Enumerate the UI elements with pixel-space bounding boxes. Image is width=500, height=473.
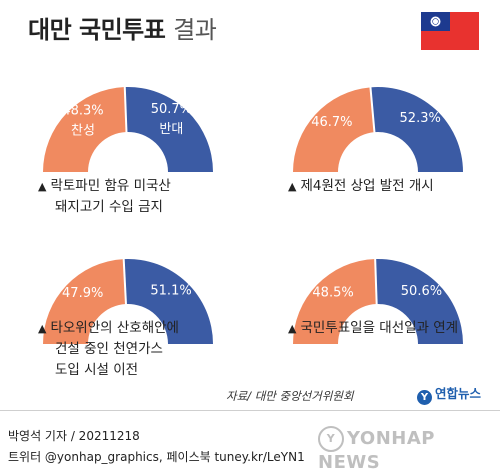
slice-oppose (124, 87, 214, 172)
slice-approve (43, 87, 127, 172)
value-label-approve: 48.3% (62, 104, 103, 119)
caption-1-line-2: 돼지고기 수입 금지 (55, 199, 163, 215)
slice-oppose (370, 87, 463, 172)
chart-panel-3: 47.9% 51.1% ▲ 타오위안의 산호해안에 건설 중인 천연가스 도입 시설… (0, 232, 250, 397)
value-label-oppose: 51.1% (150, 284, 191, 299)
caption-3: ▲ 타오위안의 산호해안에 건설 중인 천연가스 도입 시설 이전 (38, 318, 179, 381)
caption-1-line-1: ▲ 락토파민 함유 미국산 (38, 176, 171, 197)
slice-divider (369, 86, 376, 134)
chart-panel-2: 46.7% 52.3% ▲ 제4원전 상업 발전 개시 (250, 60, 500, 225)
caption-3-line-1: ▲ 타오위안의 산호해안에 (38, 318, 179, 339)
value-label-approve: 48.5% (312, 286, 353, 301)
half-donut-2: 46.7% 52.3% (293, 86, 463, 172)
caption-2-line-1: ▲ 제4원전 상업 발전 개시 (288, 176, 434, 197)
slice-divider (374, 258, 378, 306)
slice-divider (122, 258, 128, 306)
caption-1-line-1-text: 락토파민 함유 미국산 (50, 178, 171, 194)
triangle-icon: ▲ (38, 180, 47, 193)
slice-approve (293, 259, 377, 344)
slice-oppose (123, 259, 213, 344)
value-label-oppose: 50.7% (151, 102, 192, 117)
half-donut-4: 48.5% 50.6% (293, 258, 463, 344)
slice-approve (293, 87, 375, 172)
value-label-approve: 46.7% (311, 115, 352, 130)
reporter-credit: 박영석 기자 / 20211218 (8, 429, 140, 443)
triangle-icon: ▲ (288, 180, 297, 193)
caption-4-line-1: ▲ 국민투표일을 대선일과 연계 (288, 318, 458, 339)
caption-4: ▲ 국민투표일을 대선일과 연계 (288, 318, 458, 339)
category-label-oppose: 반대 (159, 122, 183, 137)
watermark: Y YONHAP NEWS (318, 426, 500, 473)
half-donut-3: 47.9% 51.1% (43, 258, 213, 344)
caption-4-line-1-text: 국민투표일을 대선일과 연계 (300, 320, 459, 336)
taiwan-flag-icon (421, 12, 479, 50)
sns-links: 트위터 @yonhap_graphics, 페이스북 tuney.kr/LeYN… (8, 450, 305, 464)
triangle-icon: ▲ (38, 322, 47, 335)
title-sub: 결과 (173, 16, 217, 44)
brand-name: 연합뉴스 (435, 386, 482, 401)
slice-approve (43, 259, 126, 344)
chart-panel-1: 48.3% 찬성 50.7% 반대 ▲ 락토파민 함유 미국산 돼지고기 수입 금지 (0, 60, 250, 225)
title-main: 대만 국민투표 (28, 16, 166, 44)
caption-2: ▲ 제4원전 상업 발전 개시 (288, 176, 434, 197)
yonhap-watermark-icon: Y (318, 426, 344, 452)
yonhap-logo-icon: Y (417, 390, 432, 405)
slice-oppose (375, 259, 463, 344)
footer-divider (0, 410, 500, 411)
category-label-approve: 찬성 (71, 124, 95, 139)
value-label-oppose: 50.6% (401, 284, 442, 299)
watermark-text: YONHAP NEWS (318, 428, 435, 473)
slice-divider (123, 86, 128, 134)
triangle-icon: ▲ (288, 322, 297, 335)
half-donut-1: 48.3% 찬성 50.7% 반대 (43, 86, 214, 172)
chart-panel-4: 48.5% 50.6% ▲ 국민투표일을 대선일과 연계 (250, 232, 500, 397)
source-note: 자료/ 대만 중앙선거위원회 (226, 389, 354, 403)
value-label-approve: 47.9% (62, 286, 103, 301)
brand-logo: Y 연합뉴스 (417, 383, 481, 405)
caption-3-line-1-text: 타오위안의 산호해안에 (50, 320, 179, 336)
caption-3-line-3: 도입 시설 이전 (55, 362, 139, 378)
caption-2-line-1-text: 제4원전 상업 발전 개시 (300, 178, 434, 194)
value-label-oppose: 52.3% (400, 111, 441, 126)
caption-3-line-2: 건설 중인 천연가스 (55, 341, 163, 357)
caption-1: ▲ 락토파민 함유 미국산 돼지고기 수입 금지 (38, 176, 171, 218)
page-title: 대만 국민투표 결과 (28, 10, 217, 45)
